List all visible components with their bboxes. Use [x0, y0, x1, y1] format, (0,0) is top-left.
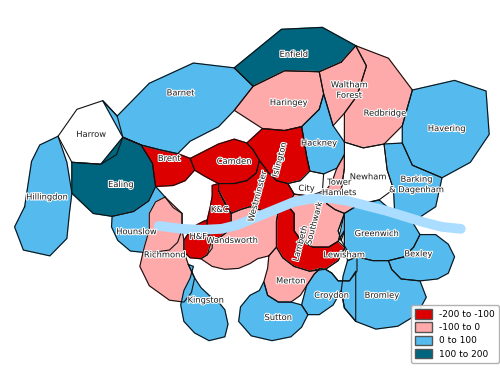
Text: Tower
Hamlets: Tower Hamlets	[322, 178, 357, 197]
Text: Merton: Merton	[276, 276, 306, 285]
Polygon shape	[326, 213, 357, 281]
Polygon shape	[72, 137, 156, 216]
Text: Lewisham: Lewisham	[324, 250, 366, 259]
Text: Barking
& Dagenham: Barking & Dagenham	[389, 175, 444, 194]
Text: Hillingdon: Hillingdon	[26, 193, 68, 201]
Text: Enfield: Enfield	[280, 50, 308, 59]
Polygon shape	[140, 197, 194, 302]
Text: Wandsworth: Wandsworth	[206, 236, 258, 245]
Polygon shape	[342, 142, 394, 204]
Polygon shape	[102, 63, 253, 154]
Text: Bromley: Bromley	[364, 291, 400, 300]
Text: Redbridge: Redbridge	[364, 109, 407, 118]
Polygon shape	[388, 235, 454, 281]
Text: Brent: Brent	[158, 154, 181, 163]
Polygon shape	[112, 186, 182, 253]
Polygon shape	[264, 247, 320, 302]
Polygon shape	[302, 268, 356, 321]
Polygon shape	[342, 257, 426, 329]
Polygon shape	[238, 282, 308, 341]
Text: Kingston: Kingston	[188, 296, 224, 305]
Text: Richmond: Richmond	[144, 250, 186, 259]
Text: Lambeth: Lambeth	[291, 224, 310, 262]
Polygon shape	[247, 127, 310, 183]
Polygon shape	[201, 190, 278, 269]
Polygon shape	[276, 206, 344, 271]
Polygon shape	[288, 193, 344, 247]
Polygon shape	[218, 161, 294, 213]
Text: Waltham
Forest: Waltham Forest	[331, 80, 368, 100]
Polygon shape	[384, 143, 442, 222]
Polygon shape	[302, 94, 344, 174]
Polygon shape	[234, 27, 356, 86]
Text: H&F: H&F	[190, 232, 208, 241]
Text: Southwark: Southwark	[304, 200, 324, 246]
Legend: -200 to -100, -100 to 0, 0 to 100, 100 to 200: -200 to -100, -100 to 0, 0 to 100, 100 t…	[411, 305, 499, 363]
Polygon shape	[324, 155, 357, 213]
Text: Greenwich: Greenwich	[354, 229, 400, 238]
Polygon shape	[190, 139, 260, 183]
Polygon shape	[14, 136, 72, 256]
Polygon shape	[288, 171, 324, 196]
Text: City: City	[298, 184, 315, 193]
Text: Westminster: Westminster	[246, 169, 268, 223]
Polygon shape	[402, 80, 489, 178]
Polygon shape	[58, 101, 123, 164]
Text: Havering: Havering	[428, 124, 466, 133]
Polygon shape	[319, 46, 366, 126]
Text: Harrow: Harrow	[76, 130, 106, 139]
Text: Newham: Newham	[350, 172, 387, 181]
Text: Croydon: Croydon	[314, 291, 350, 300]
Text: Haringey: Haringey	[270, 98, 308, 107]
Polygon shape	[338, 200, 420, 261]
Text: Bexley: Bexley	[404, 249, 433, 258]
Text: Sutton: Sutton	[264, 313, 292, 322]
Polygon shape	[123, 137, 194, 186]
Polygon shape	[234, 71, 324, 131]
Polygon shape	[184, 220, 212, 259]
Polygon shape	[344, 46, 412, 148]
Text: K&C: K&C	[211, 205, 228, 214]
Text: Hackney: Hackney	[301, 138, 338, 148]
Polygon shape	[207, 183, 231, 238]
Text: Islington: Islington	[270, 141, 288, 178]
Polygon shape	[181, 265, 228, 341]
Text: Barnet: Barnet	[166, 89, 195, 97]
Text: Hounslow: Hounslow	[116, 227, 157, 236]
Text: Ealing: Ealing	[108, 180, 134, 189]
Text: Camden: Camden	[216, 157, 252, 166]
